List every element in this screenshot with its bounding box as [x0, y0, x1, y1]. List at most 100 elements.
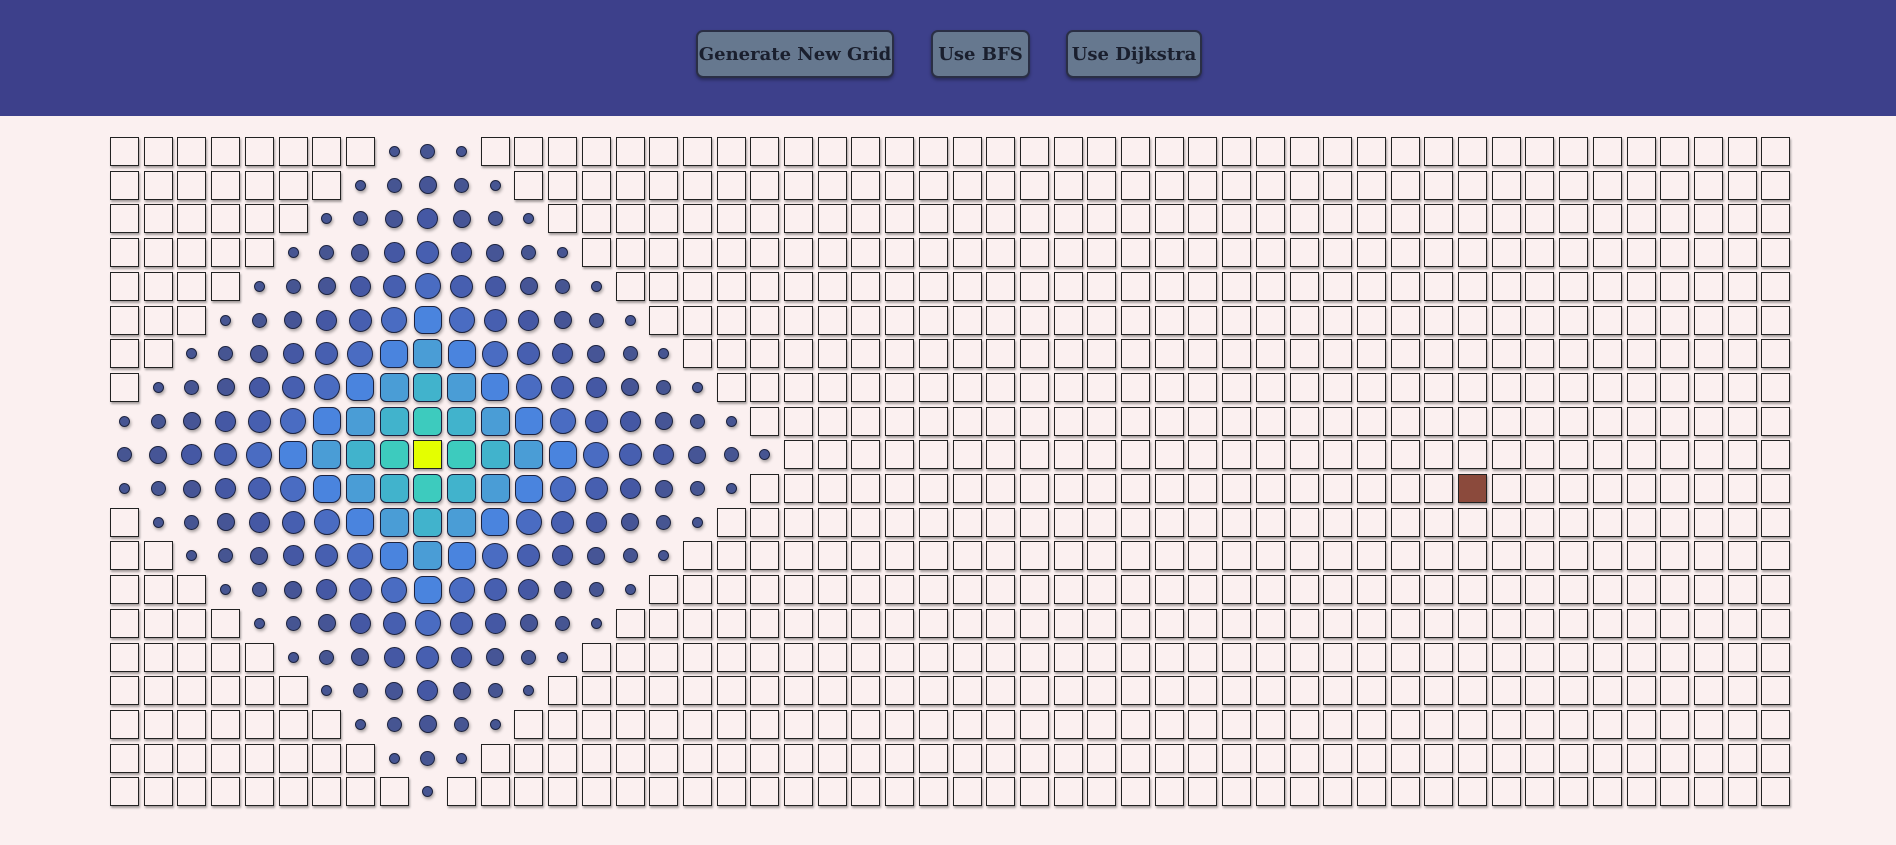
grid-cell[interactable]	[986, 305, 1016, 335]
visited-cell[interactable]	[557, 651, 569, 663]
grid-cell[interactable]	[649, 204, 679, 234]
grid-cell[interactable]	[716, 305, 746, 335]
grid-cell[interactable]	[615, 777, 645, 807]
grid-cell[interactable]	[1761, 676, 1791, 706]
grid-cell[interactable]	[1693, 204, 1723, 234]
grid-cell[interactable]	[1053, 271, 1083, 301]
visited-cell[interactable]	[218, 548, 234, 564]
visited-cell[interactable]	[248, 376, 270, 398]
visited-cell[interactable]	[658, 348, 670, 360]
grid-cell[interactable]	[1727, 575, 1757, 605]
grid-cell[interactable]	[1087, 642, 1117, 672]
grid-cell[interactable]	[952, 170, 982, 200]
grid-cell[interactable]	[1087, 541, 1117, 571]
grid-cell[interactable]	[581, 642, 611, 672]
grid-cell[interactable]	[143, 170, 173, 200]
visited-cell[interactable]	[381, 576, 408, 603]
grid-cell[interactable]	[1019, 709, 1049, 739]
grid-cell[interactable]	[1491, 541, 1521, 571]
grid-cell[interactable]	[177, 170, 207, 200]
grid-cell[interactable]	[244, 170, 274, 200]
grid-cell[interactable]	[1323, 541, 1353, 571]
grid-cell[interactable]	[1222, 474, 1252, 503]
grid-cell[interactable]	[986, 575, 1016, 605]
visited-cell[interactable]	[416, 241, 440, 265]
visited-cell[interactable]	[484, 612, 506, 634]
grid-cell[interactable]	[1121, 339, 1150, 369]
grid-cell[interactable]	[278, 676, 308, 706]
grid-cell[interactable]	[918, 507, 948, 537]
grid-cell[interactable]	[1087, 137, 1117, 166]
grid-cell[interactable]	[784, 339, 813, 369]
grid-cell[interactable]	[817, 777, 847, 807]
visited-cell[interactable]	[349, 612, 371, 634]
grid-cell[interactable]	[1222, 709, 1252, 739]
grid-cell[interactable]	[952, 743, 982, 773]
grid-cell[interactable]	[177, 777, 207, 807]
grid-cell[interactable]	[1727, 238, 1757, 268]
grid-cell[interactable]	[615, 170, 645, 200]
visited-cell[interactable]	[447, 339, 476, 368]
visited-cell[interactable]	[486, 243, 505, 262]
grid-cell[interactable]	[1693, 271, 1723, 301]
grid-cell[interactable]	[851, 238, 881, 268]
grid-cell[interactable]	[851, 507, 881, 537]
grid-cell[interactable]	[750, 137, 780, 166]
grid-cell[interactable]	[1693, 339, 1723, 369]
grid-cell[interactable]	[244, 642, 274, 672]
visited-cell[interactable]	[420, 144, 436, 159]
grid-cell[interactable]	[1660, 271, 1690, 301]
grid-cell[interactable]	[1289, 777, 1319, 807]
grid-cell[interactable]	[1491, 507, 1521, 537]
grid-cell[interactable]	[110, 743, 139, 773]
visited-cell[interactable]	[413, 406, 443, 436]
grid-cell[interactable]	[1660, 440, 1690, 470]
grid-cell[interactable]	[581, 204, 611, 234]
grid-cell[interactable]	[1458, 238, 1487, 268]
grid-cell[interactable]	[1154, 271, 1184, 301]
grid-cell[interactable]	[851, 406, 881, 436]
visited-cell[interactable]	[250, 344, 269, 363]
grid-cell[interactable]	[1491, 777, 1521, 807]
grid-cell[interactable]	[750, 406, 780, 436]
grid-cell[interactable]	[1491, 406, 1521, 436]
grid-cell[interactable]	[784, 238, 813, 268]
grid-cell[interactable]	[986, 474, 1016, 503]
grid-cell[interactable]	[278, 170, 308, 200]
grid-cell[interactable]	[885, 743, 915, 773]
grid-cell[interactable]	[1121, 406, 1150, 436]
grid-cell[interactable]	[1559, 170, 1589, 200]
grid-cell[interactable]	[1525, 507, 1555, 537]
grid-cell[interactable]	[784, 709, 813, 739]
grid-cell[interactable]	[1458, 507, 1487, 537]
visited-cell[interactable]	[487, 211, 503, 227]
grid-cell[interactable]	[1255, 305, 1285, 335]
grid-cell[interactable]	[986, 676, 1016, 706]
grid-cell[interactable]	[1154, 372, 1184, 402]
grid-cell[interactable]	[682, 608, 712, 638]
grid-cell[interactable]	[1660, 204, 1690, 234]
visited-cell[interactable]	[689, 481, 705, 496]
grid-cell[interactable]	[581, 709, 611, 739]
grid-cell[interactable]	[1559, 507, 1589, 537]
grid-cell[interactable]	[514, 709, 544, 739]
grid-cell[interactable]	[1154, 474, 1184, 503]
grid-cell[interactable]	[1525, 777, 1555, 807]
grid-cell[interactable]	[952, 777, 982, 807]
grid-cell[interactable]	[1559, 777, 1589, 807]
grid-cell[interactable]	[1356, 339, 1386, 369]
grid-cell[interactable]	[1019, 608, 1049, 638]
grid-cell[interactable]	[649, 608, 679, 638]
grid-cell[interactable]	[1458, 709, 1487, 739]
grid-cell[interactable]	[716, 777, 746, 807]
grid-cell[interactable]	[750, 541, 780, 571]
grid-cell[interactable]	[1053, 743, 1083, 773]
grid-cell[interactable]	[986, 372, 1016, 402]
visited-cell[interactable]	[454, 177, 469, 193]
grid-cell[interactable]	[1592, 676, 1622, 706]
grid-cell[interactable]	[211, 238, 241, 268]
grid-cell[interactable]	[1525, 743, 1555, 773]
grid-cell[interactable]	[1525, 575, 1555, 605]
grid-cell[interactable]	[211, 743, 241, 773]
grid-cell[interactable]	[649, 777, 679, 807]
